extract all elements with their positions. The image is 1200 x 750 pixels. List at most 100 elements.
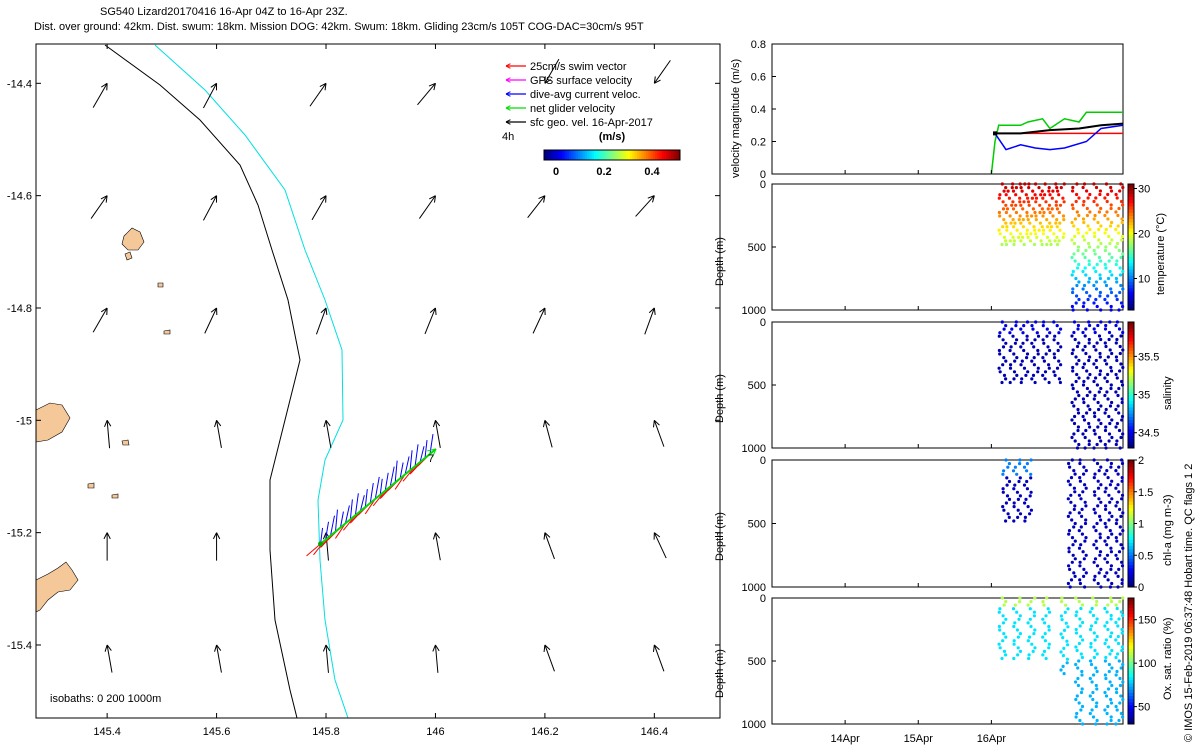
chlorophyll-point <box>1117 490 1121 494</box>
oxygen-point <box>1041 600 1045 604</box>
salinity-point <box>1025 338 1029 342</box>
chlorophyll-point <box>1078 578 1082 582</box>
oxygen-point <box>1091 690 1095 695</box>
chlorophyll-colorbar-cell <box>1128 498 1134 502</box>
chlorophyll-point <box>1107 518 1111 522</box>
salinity-point <box>1043 377 1047 381</box>
oxygen-point <box>1114 620 1118 625</box>
oxygen-point <box>1065 661 1069 665</box>
temperature-point <box>1103 262 1107 267</box>
chlorophyll-colorbar-cell <box>1128 507 1134 512</box>
salinity-point <box>1026 370 1030 374</box>
temperature-point <box>1005 207 1010 211</box>
salinity-point <box>1048 331 1052 335</box>
oxygen-point <box>1105 620 1109 625</box>
temperature-point <box>1031 189 1035 193</box>
temperature-point <box>1011 218 1015 222</box>
oxygen-point <box>1062 628 1067 633</box>
chlorophyll-point <box>1079 525 1083 529</box>
salinity-point <box>1031 327 1035 331</box>
oxygen-point <box>1103 690 1107 695</box>
geo-velocity-arrowhead <box>653 419 660 426</box>
geo-velocity-arrowhead <box>652 420 655 428</box>
chlorophyll-colorbar-cell <box>1128 539 1134 543</box>
oxygen-colorbar-cell <box>1128 657 1134 662</box>
oxygen-point <box>1109 617 1113 621</box>
oxygen-point <box>998 607 1002 611</box>
chlorophyll-point <box>1098 514 1102 519</box>
geo-velocity-arrowhead <box>653 644 660 651</box>
geo-velocity-arrowhead <box>433 195 436 203</box>
temperature-colorbar-cell <box>1128 234 1134 238</box>
oxygen-point <box>1095 718 1099 723</box>
oxygen-point <box>1107 645 1111 649</box>
chlorophyll-point <box>1025 469 1029 473</box>
salinity-point <box>1120 414 1125 419</box>
salinity-colorbar-tick-label: 35 <box>1138 390 1150 402</box>
chlorophyll-colorbar-cell <box>1128 526 1134 531</box>
salinity-colorbar-cell <box>1128 347 1134 351</box>
temperature-point <box>1025 228 1029 232</box>
geo-velocity-arrowhead <box>103 532 108 540</box>
salinity-point <box>1108 320 1112 324</box>
temperature-point <box>1054 182 1058 186</box>
map-colorbar-tick: 0 <box>553 166 559 178</box>
chlorophyll-point <box>1110 532 1114 536</box>
chlorophyll-point <box>1116 483 1120 487</box>
salinity-point <box>1073 414 1077 419</box>
temperature-point <box>1075 210 1079 214</box>
chlorophyll-point <box>1093 557 1098 561</box>
oxygen-point <box>1116 641 1121 646</box>
temperature-colorbar-cell <box>1128 243 1134 248</box>
salinity-colorbar-cell <box>1128 372 1134 376</box>
oxygen-point <box>1095 701 1099 705</box>
salinity-point <box>1107 337 1111 342</box>
chlorophyll-point <box>1077 511 1081 515</box>
oxygen-point <box>1105 610 1109 614</box>
oxygen-point <box>1115 708 1119 712</box>
chlorophyll-point <box>1028 494 1032 498</box>
temperature-point <box>1076 266 1080 270</box>
chlorophyll-point <box>1078 564 1082 568</box>
salinity-point <box>1088 425 1092 429</box>
chlorophyll-point <box>1118 525 1122 529</box>
oxygen-point <box>1118 599 1122 604</box>
temperature-point <box>1104 227 1108 232</box>
temperature-point <box>1119 301 1124 305</box>
temperature-point <box>1071 287 1075 291</box>
chlorophyll-point <box>1114 571 1118 575</box>
chlorophyll-point <box>1023 515 1027 520</box>
salinity-colorbar-tick-label: 35.5 <box>1138 351 1159 363</box>
chlorophyll-point <box>1079 543 1083 547</box>
oxygen-point <box>1002 603 1006 607</box>
chlorophyll-point <box>1018 462 1022 466</box>
temperature-point <box>1019 221 1023 225</box>
temperature-point <box>1114 227 1118 232</box>
oxygen-point <box>1114 704 1118 709</box>
temperature-point <box>1046 207 1050 211</box>
temperature-point <box>1095 262 1099 267</box>
oxygen-ytick-label: 0 <box>760 593 766 605</box>
temperature-point <box>1034 196 1039 200</box>
oxygen-point <box>1028 607 1032 611</box>
oxygen-colorbar-cell <box>1128 648 1134 652</box>
chlorophyll-point <box>1069 493 1073 497</box>
chlorophyll-point <box>1094 529 1098 533</box>
oxygen-point <box>1075 694 1079 698</box>
salinity-point <box>1115 439 1119 443</box>
oxygen-point <box>1066 643 1070 647</box>
geo-velocity-arrow <box>325 644 329 673</box>
geo-velocity-arrowhead <box>106 532 111 540</box>
chlorophyll-point <box>1071 543 1075 547</box>
temperature-point <box>1081 287 1085 291</box>
temperature-point <box>1076 245 1080 249</box>
salinity-point <box>1092 446 1096 450</box>
oxygen-point <box>1059 650 1063 654</box>
oxygen-point <box>1088 610 1092 614</box>
temperature-point <box>1017 218 1021 222</box>
legend-swatch-head <box>505 65 511 69</box>
salinity-point <box>1041 373 1045 377</box>
temperature-point <box>1004 221 1008 225</box>
oxygen-point <box>1074 645 1078 649</box>
oxygen-point <box>997 642 1001 646</box>
